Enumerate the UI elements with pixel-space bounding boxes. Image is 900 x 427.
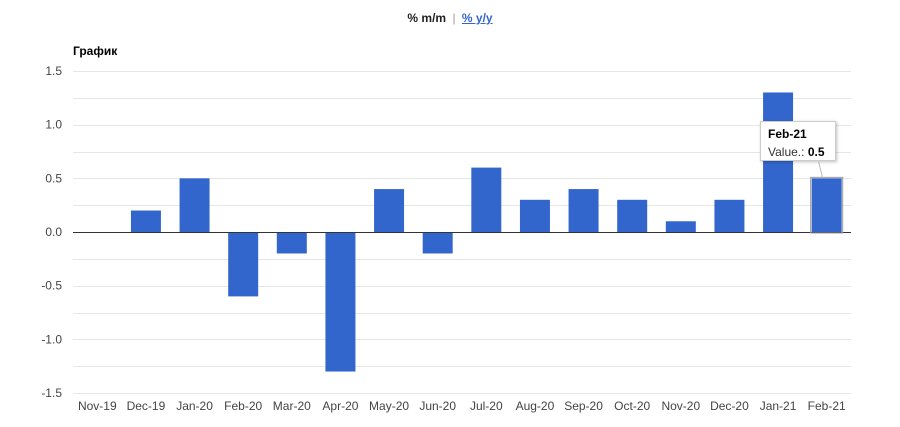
- bar-feb-20: [228, 232, 259, 297]
- bar-feb-21: [811, 178, 842, 232]
- bar-may-20: [374, 189, 405, 232]
- bar-aug-20: [519, 199, 550, 232]
- yy-toggle-link[interactable]: % y/y: [461, 11, 493, 25]
- bar-nov-20: [665, 221, 696, 232]
- y-tick-label: 1.0: [45, 118, 62, 132]
- bar-jul-20: [471, 167, 502, 232]
- x-tick-label: Jan-20: [176, 399, 213, 413]
- chart-title: График: [73, 44, 118, 58]
- y-tick-label: 0.0: [45, 225, 62, 239]
- x-tick-label: Jan-21: [760, 399, 797, 413]
- tooltip-value: 0.5: [807, 145, 825, 159]
- x-tick-label: May-20: [369, 399, 409, 413]
- bar-highlight: [810, 176, 844, 234]
- mm-toggle-option[interactable]: % m/m: [407, 11, 447, 25]
- x-tick-label: Nov-19: [78, 399, 117, 413]
- x-tick-label: Sep-20: [564, 399, 603, 413]
- x-tick-label: Dec-19: [127, 399, 166, 413]
- bar-jan-20: [179, 178, 210, 232]
- tooltip-value-label: Value.:: [768, 145, 805, 159]
- tooltip-pointer: [818, 161, 824, 179]
- bar-sep-20: [568, 189, 599, 232]
- bar-dec-19: [130, 210, 161, 232]
- bar-jun-20: [422, 232, 453, 254]
- x-tick-label: Jul-20: [470, 399, 503, 413]
- tooltip-title: Feb-21: [768, 127, 807, 141]
- bar-jan-21: [763, 92, 794, 232]
- y-tick-label: -0.5: [41, 279, 62, 293]
- bar-dec-20: [714, 199, 745, 232]
- x-tick-label: Dec-20: [710, 399, 749, 413]
- y-tick-label: -1.0: [41, 332, 62, 346]
- x-tick-label: Mar-20: [273, 399, 311, 413]
- measure-toggle: % m/m | % y/y: [0, 11, 900, 25]
- x-tick-label: Nov-20: [661, 399, 700, 413]
- bar-oct-20: [617, 199, 648, 232]
- x-tick-label: Apr-20: [322, 399, 358, 413]
- x-tick-label: Feb-21: [808, 399, 846, 413]
- x-tick-label: Jun-20: [419, 399, 456, 413]
- bar-mar-20: [276, 232, 307, 254]
- toggle-separator: |: [452, 11, 456, 25]
- x-tick-label: Aug-20: [516, 399, 555, 413]
- x-tick-label: Oct-20: [614, 399, 650, 413]
- y-tick-label: -1.5: [41, 386, 62, 400]
- y-tick-label: 1.5: [45, 64, 62, 78]
- bar-apr-20: [325, 232, 356, 372]
- chart-tooltip: Feb-21 Value.: 0.5: [760, 121, 836, 161]
- y-tick-label: 0.5: [45, 171, 62, 185]
- x-tick-label: Feb-20: [224, 399, 262, 413]
